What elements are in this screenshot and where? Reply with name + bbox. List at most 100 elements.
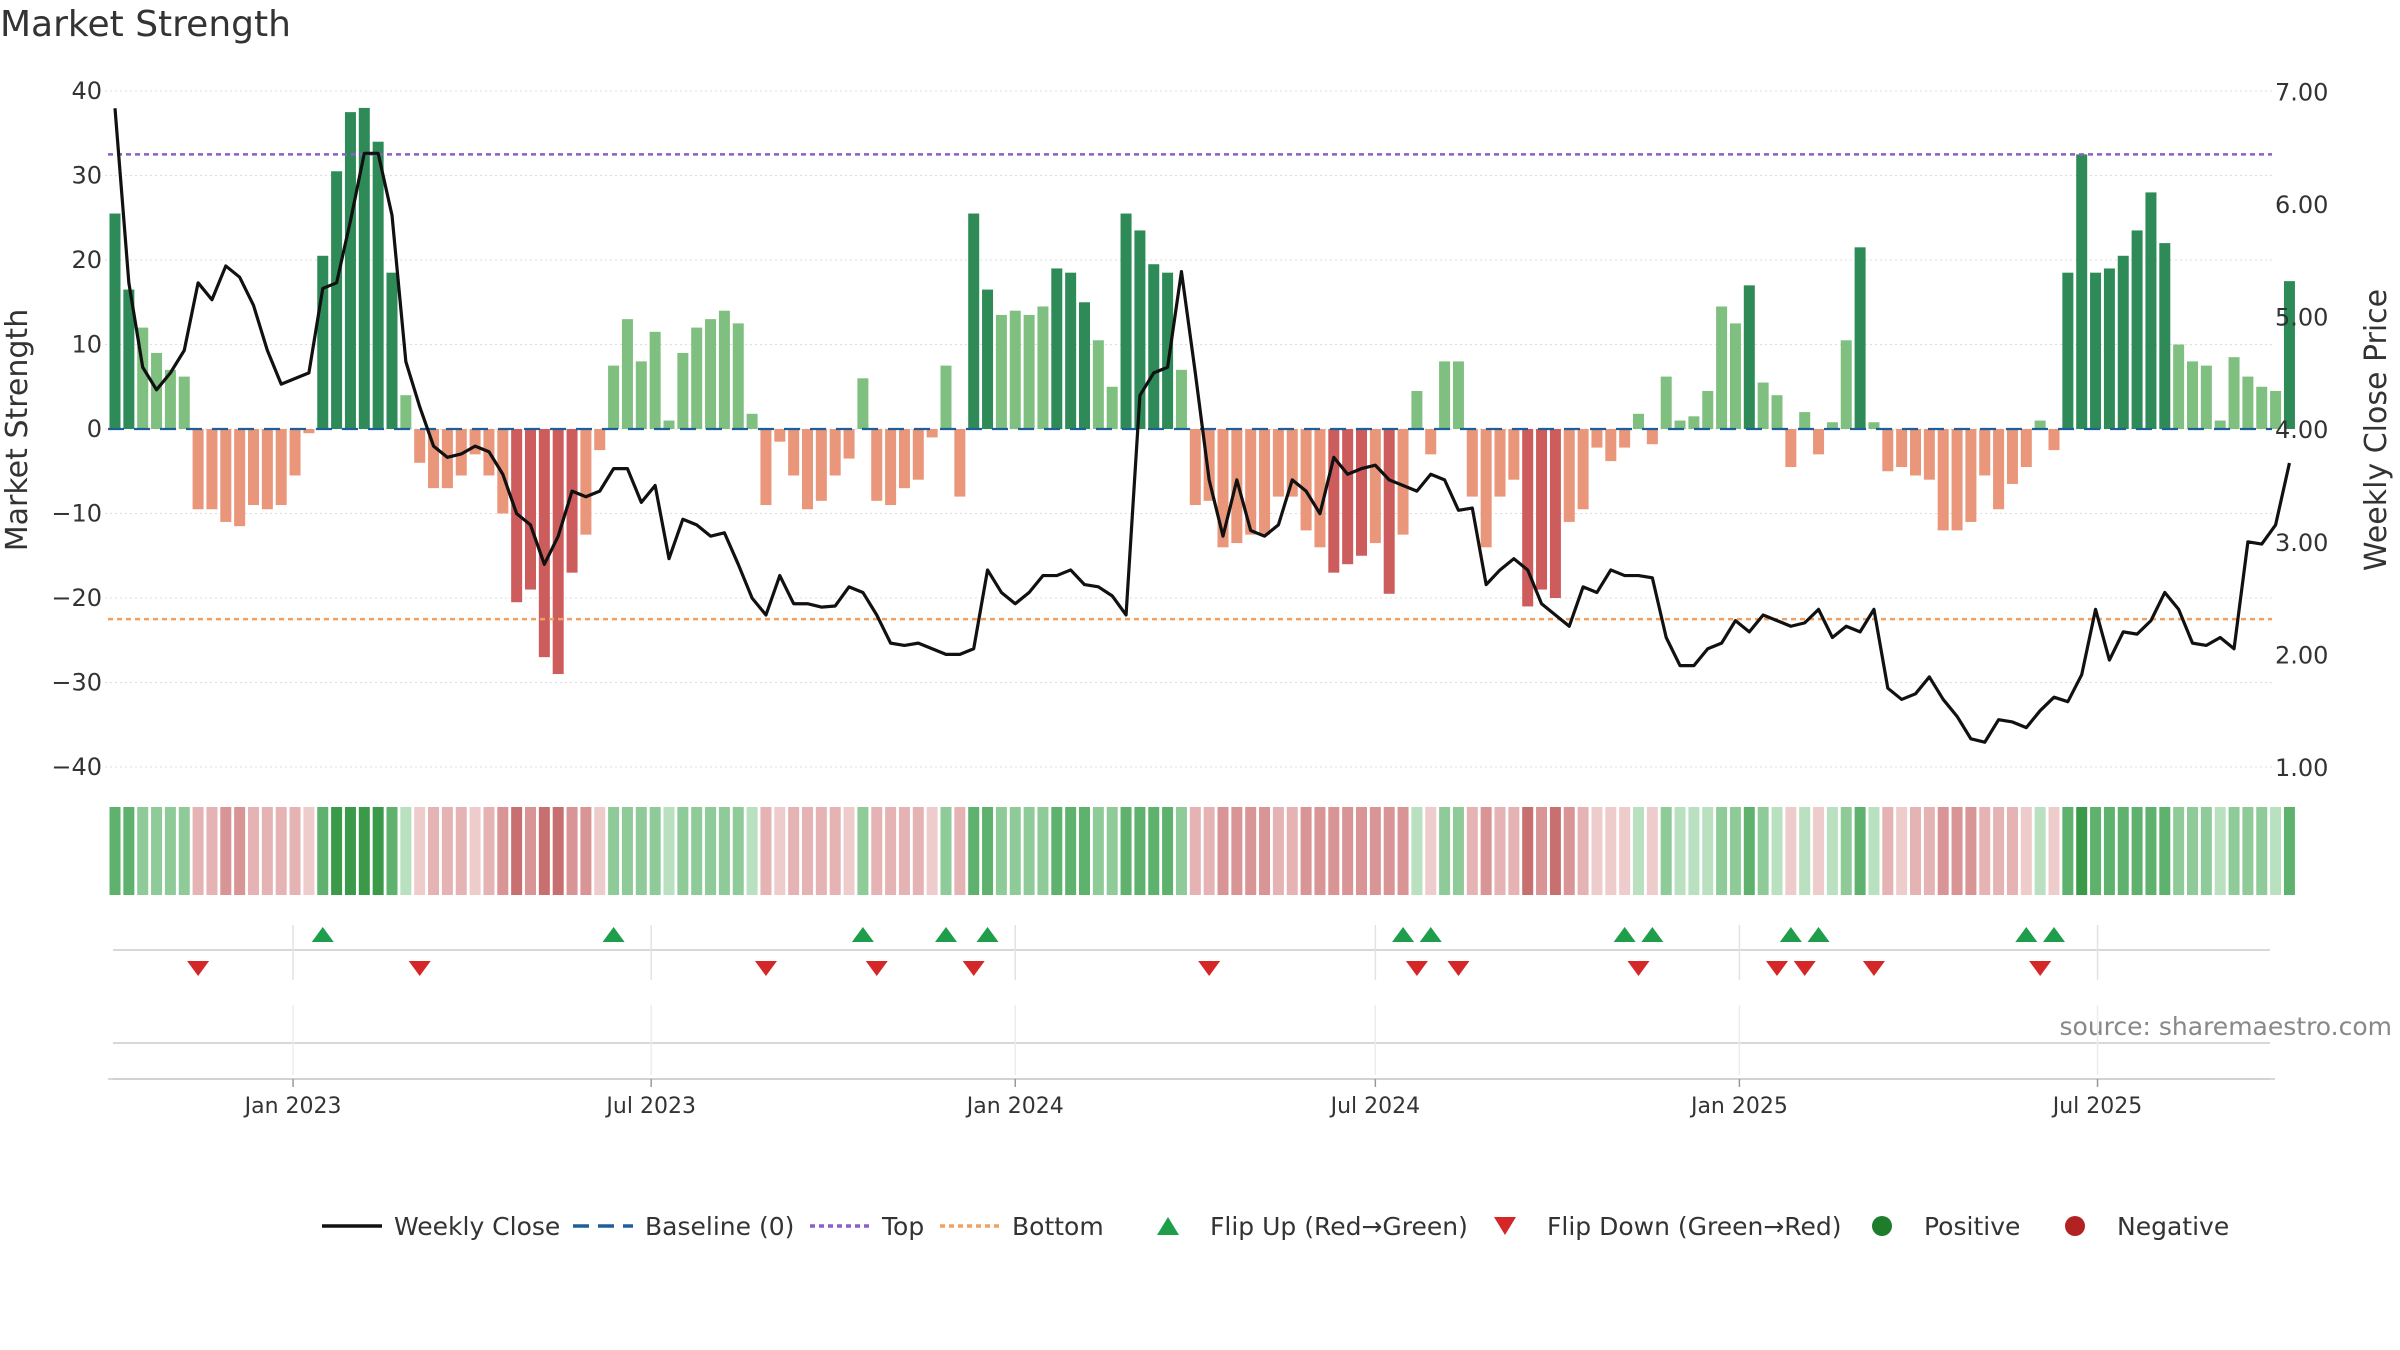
heat-cell — [746, 807, 758, 895]
strength-bar — [1217, 429, 1229, 548]
legend-label: Weekly Close — [394, 1212, 560, 1241]
strength-bar — [2117, 255, 2129, 429]
heat-cell — [2006, 807, 2018, 895]
y-left-tick: 10 — [71, 331, 102, 359]
strength-bar — [1716, 306, 1728, 429]
strength-bar — [2242, 376, 2254, 429]
strength-bar — [1577, 429, 1589, 510]
y-right-tick: 1.00 — [2275, 754, 2328, 782]
heat-cell — [982, 807, 994, 895]
strength-bar — [802, 429, 813, 510]
strength-bar — [1203, 429, 1215, 501]
y-right-tick: 2.00 — [2275, 641, 2328, 669]
strength-bar — [663, 420, 675, 429]
date-tick-label: Jul 2024 — [1329, 1094, 1421, 1119]
heat-cell — [1813, 807, 1825, 895]
heat-cell — [580, 807, 592, 895]
strength-bar — [428, 429, 440, 489]
axes: Market Strength Weekly Close Price 40 30 2… — [0, 77, 2394, 782]
heat-cell — [2048, 807, 2060, 895]
y-left-axis-label: Market Strength — [0, 309, 35, 551]
strength-bar — [289, 429, 301, 476]
strength-bar — [898, 429, 910, 489]
strength-bar — [1688, 416, 1700, 429]
strength-bar — [982, 289, 994, 429]
strength-bar — [1923, 429, 1935, 480]
heat-cell — [2242, 807, 2254, 895]
strength-bar — [1425, 429, 1437, 455]
y-left-tick: −40 — [51, 753, 102, 781]
y-left-tick: 0 — [87, 415, 102, 443]
heat-cell — [857, 807, 869, 895]
strength-bar — [1896, 429, 1908, 468]
heat-cell — [718, 807, 730, 895]
heat-cell — [1189, 807, 1201, 895]
date-tick-label: Jul 2023 — [604, 1094, 696, 1119]
heat-cell — [455, 807, 467, 895]
date-tick-label: Jan 2024 — [965, 1094, 1064, 1119]
heat-cell — [1452, 807, 1464, 895]
strength-bar — [1771, 395, 1783, 429]
chart-title: Market Strength — [0, 4, 291, 45]
strength-bar — [2173, 344, 2185, 429]
heat-cell — [1148, 807, 1160, 895]
heat-cell — [1951, 807, 1963, 895]
heat-cell — [317, 807, 329, 895]
strength-bar — [1300, 429, 1312, 531]
strength-bar — [732, 323, 744, 429]
strength-bar — [2145, 192, 2157, 429]
heat-cell — [2020, 807, 2032, 895]
heat-cell — [511, 807, 523, 895]
strength-bar — [1799, 412, 1811, 429]
heat-cell — [1286, 807, 1298, 895]
heat-cell — [608, 807, 620, 895]
strength-bar — [705, 319, 717, 429]
strength-bar — [1411, 390, 1423, 429]
strength-bar — [525, 429, 536, 590]
strength-bar — [1757, 382, 1769, 429]
strength-bar — [248, 429, 259, 506]
strength-bar — [1882, 429, 1894, 472]
heat-cell — [358, 807, 370, 895]
strength-bar — [1328, 429, 1340, 573]
flip-down-marker — [1793, 961, 1816, 976]
heat-cell — [552, 807, 564, 895]
heat-cell — [1411, 807, 1423, 895]
weekly-close-line — [113, 108, 2292, 744]
heat-cell — [1272, 807, 1284, 895]
strength-bar — [344, 112, 356, 429]
heat-cell — [774, 807, 786, 895]
heat-cell — [1771, 807, 1783, 895]
heat-cell — [1023, 807, 1035, 895]
flip-down-marker — [187, 961, 210, 976]
flip-down-marker — [2029, 961, 2052, 976]
heat-cell — [261, 807, 273, 895]
strength-bar — [1840, 340, 1852, 429]
heat-cell — [1009, 807, 1021, 895]
strength-bar — [469, 429, 481, 455]
strength-bar — [1439, 361, 1451, 429]
legend-label: Top — [881, 1212, 924, 1241]
heat-cell — [1688, 807, 1700, 895]
strength-bar — [1272, 429, 1284, 497]
strength-bar — [109, 213, 121, 429]
heat-cell — [178, 807, 190, 895]
strength-bar — [1522, 429, 1534, 607]
heat-cell — [303, 807, 315, 895]
heat-cell — [691, 807, 703, 895]
heat-cell — [871, 807, 883, 895]
strength-bar — [1259, 429, 1271, 535]
y-right-axis-label: Weekly Close Price — [2359, 289, 2394, 571]
heat-cell — [2159, 807, 2171, 895]
strength-bar — [1854, 247, 1866, 429]
strength-bar — [829, 429, 841, 476]
strength-bar — [746, 413, 758, 429]
heat-cell — [2145, 807, 2157, 895]
strength-bar — [912, 429, 924, 480]
heat-cell — [1633, 807, 1644, 895]
flip-down-marker — [1766, 961, 1788, 976]
heat-cell — [1826, 807, 1838, 895]
legend-symbol — [1494, 1217, 1516, 1235]
heat-cell — [414, 807, 426, 895]
strength-bar — [1563, 429, 1575, 522]
